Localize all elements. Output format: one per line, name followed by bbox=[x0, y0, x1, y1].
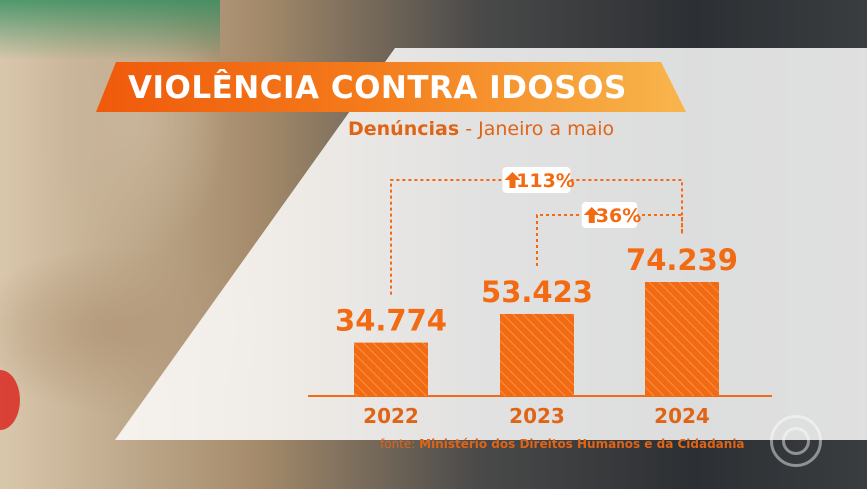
comparison-badge-2023-2024 bbox=[581, 202, 638, 228]
chart-title: VIOLÊNCIA CONTRA IDOSOS bbox=[128, 70, 627, 106]
comparison-label-2023-2024: 36% bbox=[596, 205, 641, 227]
x-tick-2022: 2022 bbox=[363, 404, 419, 428]
source-note: fonte: Ministério dos Direitos Humanos e… bbox=[380, 437, 745, 451]
x-tick-2023: 2023 bbox=[509, 404, 565, 428]
bar-2022 bbox=[354, 342, 428, 396]
comparison-badge-2022-2024 bbox=[502, 167, 571, 193]
arrow-up-icon bbox=[583, 207, 600, 223]
background-chair bbox=[0, 0, 220, 60]
source-name: Ministério dos Direitos Humanos e da Cid… bbox=[419, 437, 745, 451]
data-label-2022: 34.774 bbox=[335, 304, 447, 338]
source-prefix: fonte: bbox=[380, 437, 420, 451]
broadcaster-logo bbox=[770, 415, 822, 467]
subtitle-rest: - Janeiro a maio bbox=[459, 118, 615, 140]
comparison-bracket-2023-2024 bbox=[536, 214, 683, 266]
subtitle-bold: Denúncias bbox=[348, 118, 460, 140]
data-label-2024: 74.239 bbox=[626, 243, 738, 277]
arrow-up-icon bbox=[504, 172, 521, 188]
background-ball bbox=[0, 370, 20, 430]
bar-2023 bbox=[500, 313, 574, 396]
bar-2024 bbox=[645, 282, 719, 396]
data-label-2023: 53.423 bbox=[481, 275, 593, 309]
title-banner bbox=[96, 62, 686, 112]
x-tick-2024: 2024 bbox=[654, 404, 710, 428]
chart-subtitle: Denúncias - Janeiro a maio bbox=[348, 118, 614, 140]
comparison-label-2022-2024: 113% bbox=[516, 170, 575, 192]
